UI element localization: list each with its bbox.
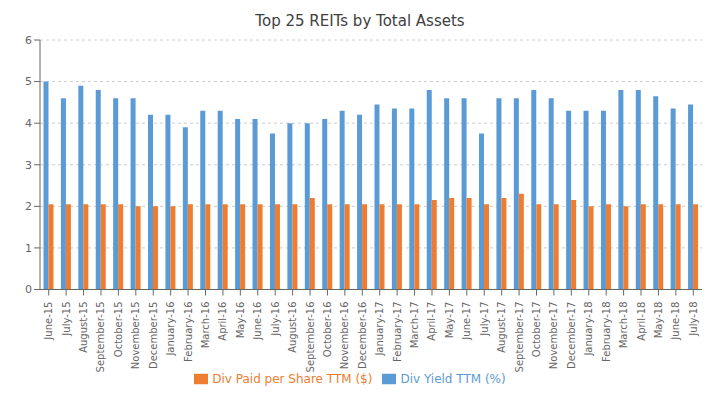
svg-text:3: 3 (25, 159, 32, 172)
svg-text:January-17: January-17 (374, 302, 385, 357)
svg-text:November-17: November-17 (548, 302, 559, 370)
svg-text:December-16: December-16 (357, 302, 368, 370)
svg-text:November-15: November-15 (130, 302, 141, 370)
svg-text:1: 1 (25, 242, 32, 255)
svg-text:December-15: December-15 (148, 302, 159, 370)
svg-text:6: 6 (25, 34, 32, 47)
svg-text:October-15: October-15 (113, 302, 124, 358)
svg-text:March-18: March-18 (618, 302, 629, 349)
svg-text:February-16: February-16 (183, 302, 194, 362)
svg-text:February-17: February-17 (392, 302, 403, 362)
html-text:Div Paid per Share TTM ($): Div Paid per Share TTM ($) (212, 371, 373, 386)
svg-text:5: 5 (25, 75, 32, 88)
svg-text:June-16: June-16 (252, 302, 263, 341)
svg-text:June-15: June-15 (43, 302, 54, 341)
svg-text:March-16: March-16 (200, 302, 211, 349)
svg-text:January-16: January-16 (165, 302, 176, 357)
svg-text:June-17: June-17 (461, 302, 472, 341)
html-text:Div Yield TTM (%): Div Yield TTM (%) (400, 371, 506, 386)
svg-text:July-16: July-16 (270, 302, 281, 337)
svg-text:September-15: September-15 (95, 302, 106, 373)
svg-text:May-17: May-17 (444, 302, 455, 339)
svg-text:October-16: October-16 (322, 302, 333, 358)
svg-text:September-17: September-17 (514, 302, 525, 373)
svg-text:August-15: August-15 (78, 302, 89, 353)
html-text:Top 25 REITs by Total Assets: Top 25 REITs by Total Assets (255, 12, 465, 30)
svg-text:December-17: December-17 (566, 302, 577, 370)
svg-text:April-18: April-18 (636, 302, 647, 341)
svg-text:August-16: August-16 (287, 302, 298, 353)
svg-text:July-15: July-15 (61, 302, 72, 337)
svg-text:November-16: November-16 (339, 302, 350, 370)
svg-text:February-18: February-18 (601, 302, 612, 362)
svg-text:May-18: May-18 (653, 302, 664, 339)
svg-text:April-16: April-16 (217, 302, 228, 341)
svg-text:June-18: June-18 (670, 302, 681, 341)
svg-text:July-18: July-18 (688, 302, 699, 337)
svg-text:4: 4 (25, 117, 32, 130)
svg-text:July-17: July-17 (479, 302, 490, 337)
svg-text:0: 0 (25, 283, 32, 296)
svg-text:April-17: April-17 (426, 302, 437, 341)
svg-text:May-16: May-16 (235, 302, 246, 339)
svg-text:2: 2 (25, 200, 32, 213)
svg-text:September-16: September-16 (305, 302, 316, 373)
svg-text:October-17: October-17 (531, 302, 542, 358)
svg-text:March-17: March-17 (409, 302, 420, 349)
svg-text:January-18: January-18 (583, 302, 594, 357)
svg-text:August-17: August-17 (496, 302, 507, 353)
